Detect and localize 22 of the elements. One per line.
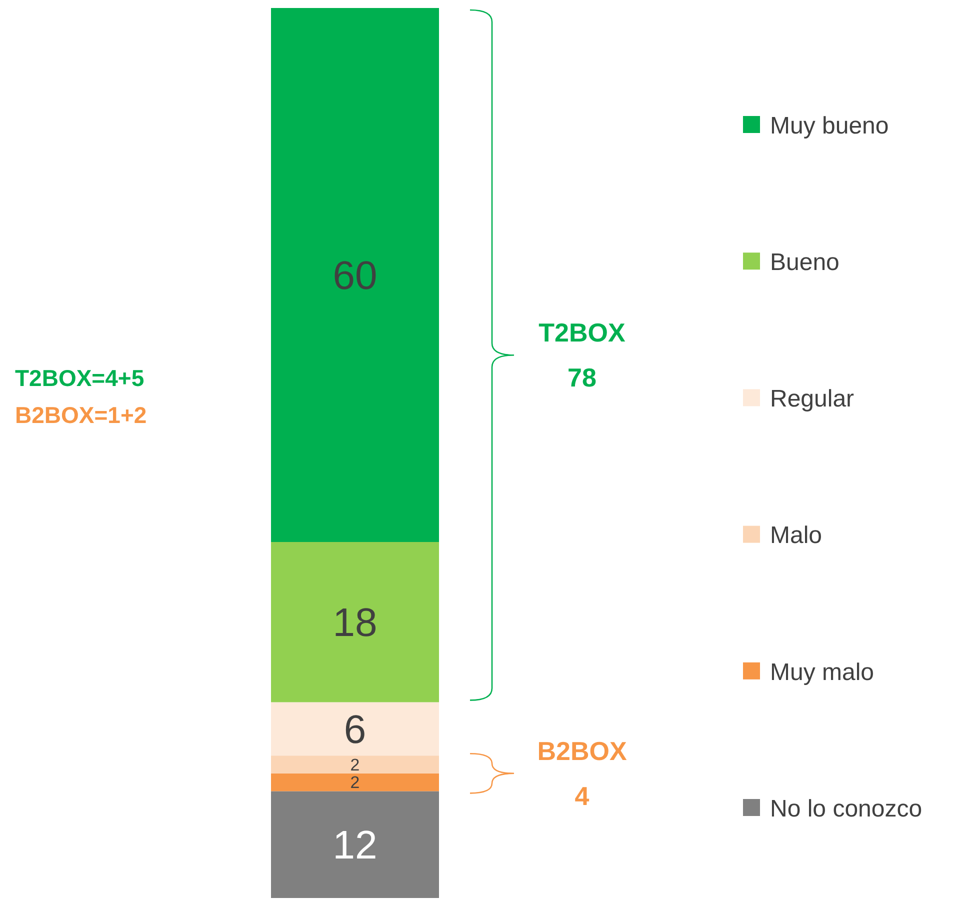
- legend-label: Bueno: [770, 249, 840, 276]
- bar: [271, 702, 439, 756]
- text: T2BOX=4+5: [15, 365, 144, 392]
- data-label: 12: [332, 824, 378, 868]
- legend-label: Muy malo: [770, 658, 874, 686]
- data-label: 60: [332, 254, 378, 298]
- bar: [271, 791, 439, 898]
- bar: [271, 773, 439, 792]
- legend-label: No lo conozco: [770, 795, 922, 822]
- data-label: 6: [344, 708, 366, 752]
- bar: [271, 756, 439, 774]
- data-label: 2: [350, 773, 360, 792]
- text: T2BOX 78: [538, 318, 626, 393]
- bar: [271, 8, 439, 542]
- legend-label: Muy bueno: [770, 112, 889, 140]
- bar: [271, 542, 439, 702]
- legend-label: Regular: [770, 386, 854, 413]
- data-label: 18: [332, 601, 378, 646]
- legend-label: Malo: [770, 522, 822, 550]
- text: B2BOX 4: [537, 736, 628, 811]
- data-label: 2: [350, 755, 360, 774]
- text: B2BOX=1+2: [15, 402, 147, 428]
